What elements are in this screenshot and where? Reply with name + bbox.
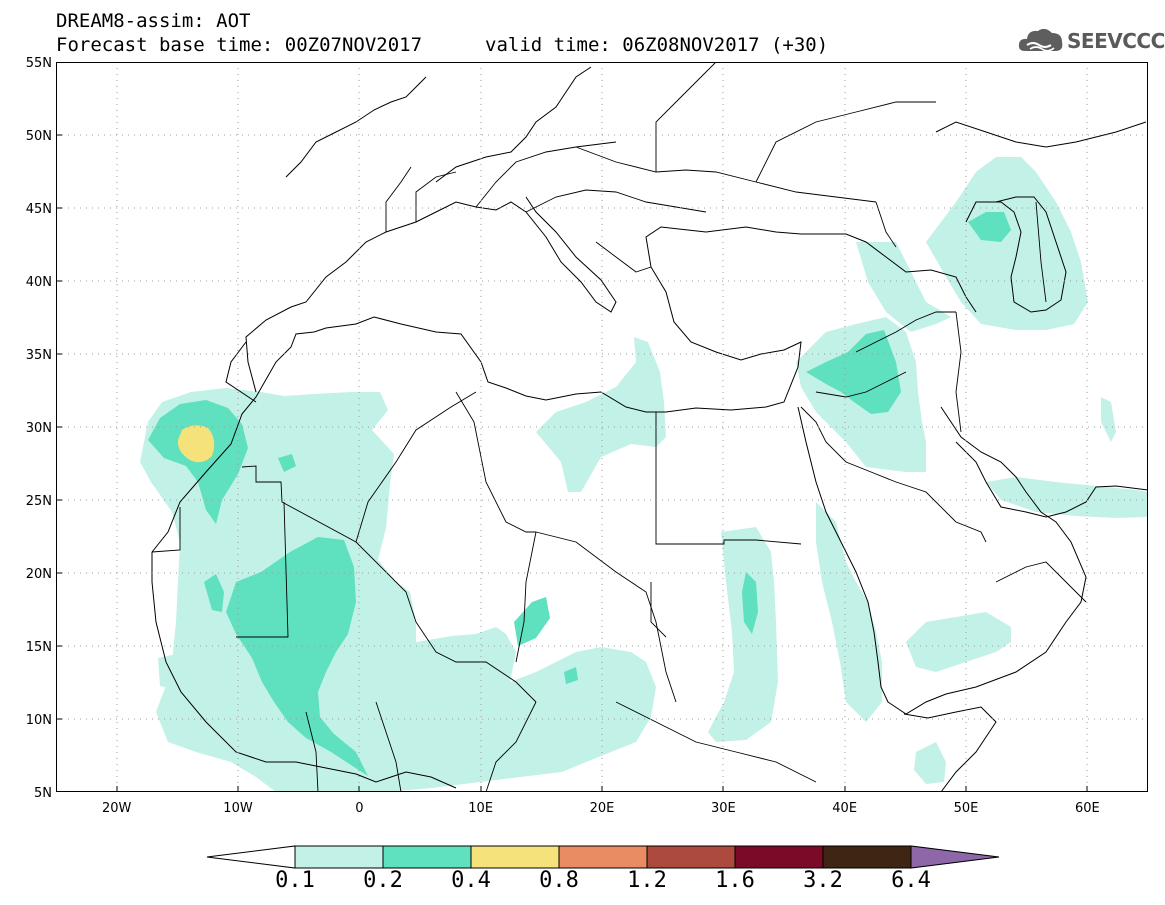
lat-tick-label: 5N [34, 786, 52, 801]
lon-tick-label: 60E [1075, 801, 1100, 816]
country-borders [151, 61, 1087, 793]
valid-time-label: valid time: 06Z08NOV2017 (+30) [485, 34, 829, 56]
colorbar-upper-triangle [910, 845, 1000, 869]
colorbar-cell [822, 845, 912, 869]
lon-tick-label: 50E [954, 801, 979, 816]
cloud-icon [1018, 28, 1063, 52]
colorbar-label: 0.4 [451, 868, 491, 893]
map-area [56, 61, 1149, 793]
lat-tick-label: 40N [26, 275, 52, 290]
lat-tick-label: 45N [26, 202, 52, 217]
colorbar-label: 1.6 [715, 868, 755, 893]
lat-tick-label: 35N [26, 348, 52, 363]
lon-tick-label: 0 [355, 801, 363, 816]
colorbar-cell [734, 845, 824, 869]
seevccc-logo: SEEVCCC [1017, 24, 1165, 58]
lon-tick-label: 10E [468, 801, 493, 816]
aot-contour-0.4-0.8 [177, 425, 215, 463]
lat-tick-label: 50N [26, 129, 52, 144]
lon-tick-label: 40E [832, 801, 857, 816]
tick-marks [56, 134, 1088, 792]
colorbar-cell [558, 845, 648, 869]
latitude-labels: 55N 50N 45N 40N 35N 30N 25N 20N 15N 10N 5N [26, 56, 52, 801]
map-title: DREAM8-assim: AOT [56, 10, 251, 32]
lon-tick-label: 20E [590, 801, 615, 816]
colorbar-label: 3.2 [803, 868, 843, 893]
colorbar-cell [382, 845, 472, 869]
colorbar-label: 1.2 [627, 868, 667, 893]
lon-tick-label: 30E [711, 801, 736, 816]
logo-text: SEEVCCC [1067, 29, 1165, 53]
map-canvas [56, 61, 1149, 793]
lon-tick-label: 20W [102, 801, 132, 816]
colorbar-label: 0.2 [363, 868, 403, 893]
colorbar-label: 0.1 [275, 868, 315, 893]
lon-tick-label: 10W [223, 801, 253, 816]
graticule [56, 62, 1148, 792]
colorbar [206, 845, 1000, 869]
coastlines [151, 66, 1149, 793]
colorbar-label: 6.4 [891, 868, 931, 893]
lat-tick-label: 55N [26, 56, 52, 71]
lat-tick-label: 25N [26, 494, 52, 509]
base-time-label: Forecast base time: 00Z07NOV2017 [56, 34, 423, 56]
colorbar-label: 0.8 [539, 868, 579, 893]
lat-tick-label: 20N [26, 567, 52, 582]
longitude-labels: 20W 10W 0 10E 20E 30E 40E 50E 60E [102, 801, 1100, 816]
colorbar-cell [646, 845, 736, 869]
lat-tick-label: 10N [26, 713, 52, 728]
lat-tick-label: 30N [26, 421, 52, 436]
colorbar-cell [470, 845, 560, 869]
colorbar-lower-triangle [206, 845, 296, 869]
colorbar-cell [294, 845, 384, 869]
lat-tick-label: 15N [26, 640, 52, 655]
